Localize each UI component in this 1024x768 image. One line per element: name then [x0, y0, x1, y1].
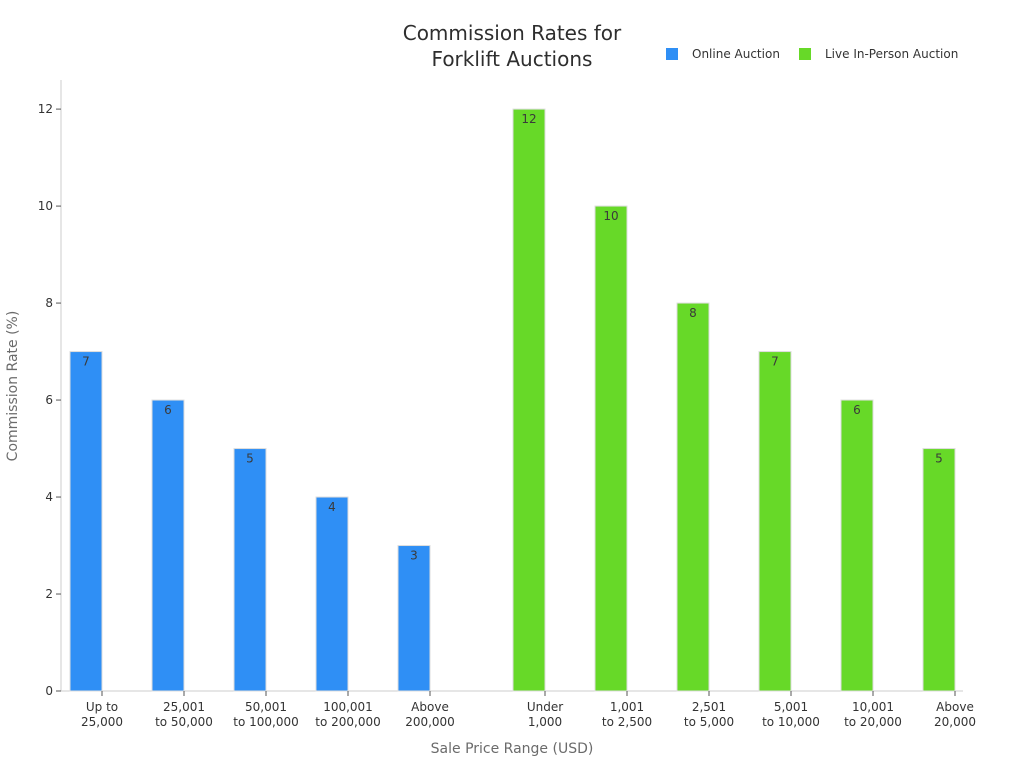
y-tick-label: 0: [45, 684, 53, 698]
legend-item-live-auction: Live In-Person Auction: [799, 46, 958, 62]
data-label: 12: [521, 112, 536, 126]
bar: [233, 448, 267, 692]
y-tick-label: 2: [45, 587, 53, 601]
legend-item-online-auction: Online Auction: [666, 46, 780, 62]
data-label: 7: [82, 355, 90, 369]
chart-title-line-1: Commission Rates for: [402, 21, 622, 45]
y-tick-label: 10: [38, 199, 53, 213]
x-tick-label: to 10,000: [762, 715, 820, 729]
x-tick-label: Above: [411, 700, 449, 714]
bar: [676, 302, 710, 692]
legend-label-live-auction: Live In-Person Auction: [825, 47, 959, 61]
bar: [315, 496, 349, 692]
x-tick-label: 25,001: [163, 700, 205, 714]
bar: [512, 108, 546, 692]
x-tick-label: 2,501: [692, 700, 726, 714]
x-tick-label: 25,000: [81, 715, 123, 729]
bar: [758, 351, 792, 692]
x-axis-label: Sale Price Range (USD): [430, 741, 594, 757]
x-tick-label: Above: [936, 700, 974, 714]
x-tick-label: 200,000: [405, 715, 455, 729]
x-tick-label: Up to: [86, 700, 118, 714]
x-tick-label: to 2,500: [602, 715, 652, 729]
data-label: 8: [689, 306, 697, 320]
x-tick-label: 20,000: [934, 715, 976, 729]
x-tick-label: 5,001: [774, 700, 808, 714]
x-tick-label: 50,001: [245, 700, 287, 714]
bar: [840, 399, 874, 692]
x-tick-label: to 5,000: [684, 715, 734, 729]
y-tick-label: 12: [38, 102, 53, 116]
x-tick-label: Under: [527, 700, 563, 714]
bar: [397, 545, 431, 692]
x-tick-label: to 100,000: [233, 715, 298, 729]
x-tick-label: 1,000: [528, 715, 562, 729]
bar: [922, 448, 956, 692]
bar: [151, 399, 185, 692]
x-tick-label: to 200,000: [315, 715, 380, 729]
legend-swatch-online-auction: [666, 48, 678, 60]
bar: [69, 351, 103, 692]
data-label: 6: [164, 403, 172, 417]
data-label: 3: [410, 549, 418, 563]
y-axis-label: Commission Rate (%): [5, 310, 21, 462]
data-label: 10: [603, 209, 618, 223]
bar: [594, 205, 628, 692]
y-tick-label: 4: [45, 490, 53, 504]
data-label: 4: [328, 500, 336, 514]
legend-label-online-auction: Online Auction: [692, 47, 780, 61]
x-tick-label: to 20,000: [844, 715, 902, 729]
x-tick-label: 100,001: [323, 700, 373, 714]
x-tick-label: to 50,000: [155, 715, 213, 729]
x-tick-label: 1,001: [610, 700, 644, 714]
data-label: 5: [935, 452, 943, 466]
legend-swatch-live-auction: [799, 48, 811, 60]
data-label: 6: [853, 403, 861, 417]
y-tick-label: 8: [45, 296, 53, 310]
data-label: 5: [246, 452, 254, 466]
x-tick-label: 10,001: [852, 700, 894, 714]
y-tick-label: 6: [45, 393, 53, 407]
data-label: 7: [771, 355, 779, 369]
chart-title-line-2: Forklift Auctions: [431, 47, 593, 71]
